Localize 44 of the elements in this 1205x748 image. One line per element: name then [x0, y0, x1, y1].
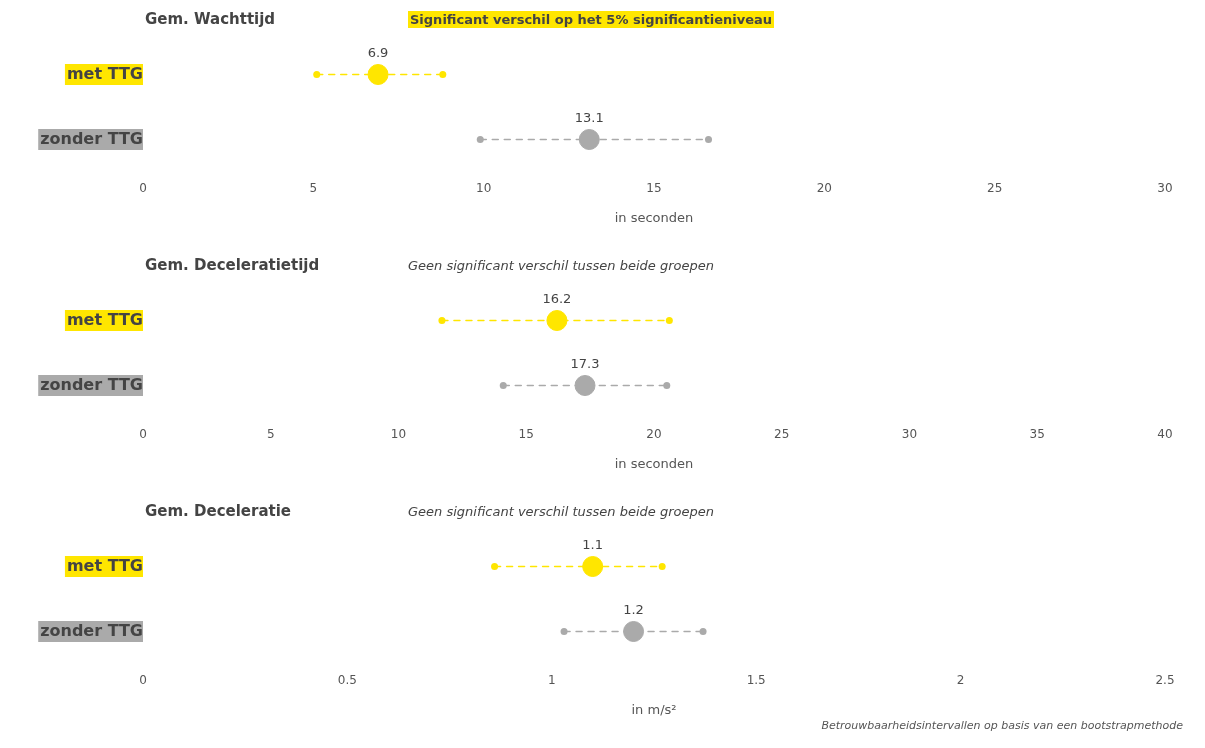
- y-tick-label: met TTG: [66, 309, 143, 329]
- data-label: 17.3: [570, 356, 600, 372]
- y-tick-label: zonder TTG: [40, 374, 143, 394]
- x-tick-label: 20: [646, 427, 662, 442]
- x-tick-label: 25: [987, 181, 1003, 196]
- x-tick-label: 10: [390, 427, 407, 442]
- chart-title: Gem. Wachttijd: [145, 10, 277, 28]
- data-label: 6.9: [367, 45, 389, 61]
- x-tick-label: 15: [646, 181, 662, 196]
- x-tick-label: 25: [774, 427, 790, 442]
- x-tick-label: 30: [1157, 181, 1173, 196]
- x-tick-label: 10: [476, 181, 492, 196]
- chart-subtitle: Geen significant verschil tussen beide groepen: [408, 257, 714, 273]
- chart-subtitle: Geen significant verschil tussen beide groepen: [408, 503, 714, 519]
- text: Betrouwbaarheidsintervallen op basis van een bootstrapmethode: [821, 719, 1183, 732]
- data-label: 1.1: [582, 537, 604, 553]
- x-tick-label: 0: [139, 181, 147, 196]
- x-tick-label: 0.5: [337, 673, 357, 688]
- chart-subtitle: Significant verschil op het 5% significantieniveau: [408, 10, 775, 28]
- data-label: 13.1: [574, 110, 604, 126]
- x-tick-label: 30: [901, 427, 918, 442]
- x-tick-label: 1: [547, 673, 556, 688]
- y-tick-label: zonder TTG: [40, 620, 143, 640]
- data-label: 16.2: [542, 291, 572, 307]
- y-tick-label: met TTG: [66, 63, 143, 83]
- y-tick-label: zonder TTG: [40, 128, 143, 148]
- x-tick-label: 35: [1029, 427, 1045, 442]
- x-tick-label: 15: [518, 427, 534, 442]
- x-axis-title: in seconden: [614, 455, 694, 471]
- y-tick-label: met TTG: [66, 555, 143, 575]
- data-label: 1.2: [623, 602, 644, 618]
- x-tick-label: 0: [139, 673, 147, 688]
- chart-title: Gem. Deceleratietijd: [145, 256, 321, 274]
- x-tick-label: 1.5: [746, 673, 766, 688]
- x-tick-label: 40: [1157, 427, 1173, 442]
- x-tick-label: 20: [816, 181, 832, 196]
- x-tick-label: 2.5: [1155, 673, 1175, 688]
- x-tick-label: 5: [309, 181, 318, 196]
- x-tick-label: 5: [266, 427, 275, 442]
- x-axis-title: in m/s²: [631, 701, 677, 717]
- x-tick-label: 2: [956, 673, 965, 688]
- x-tick-label: 0: [139, 427, 147, 442]
- chart-title: Gem. Deceleratie: [145, 502, 293, 520]
- x-axis-title: in seconden: [614, 209, 694, 225]
